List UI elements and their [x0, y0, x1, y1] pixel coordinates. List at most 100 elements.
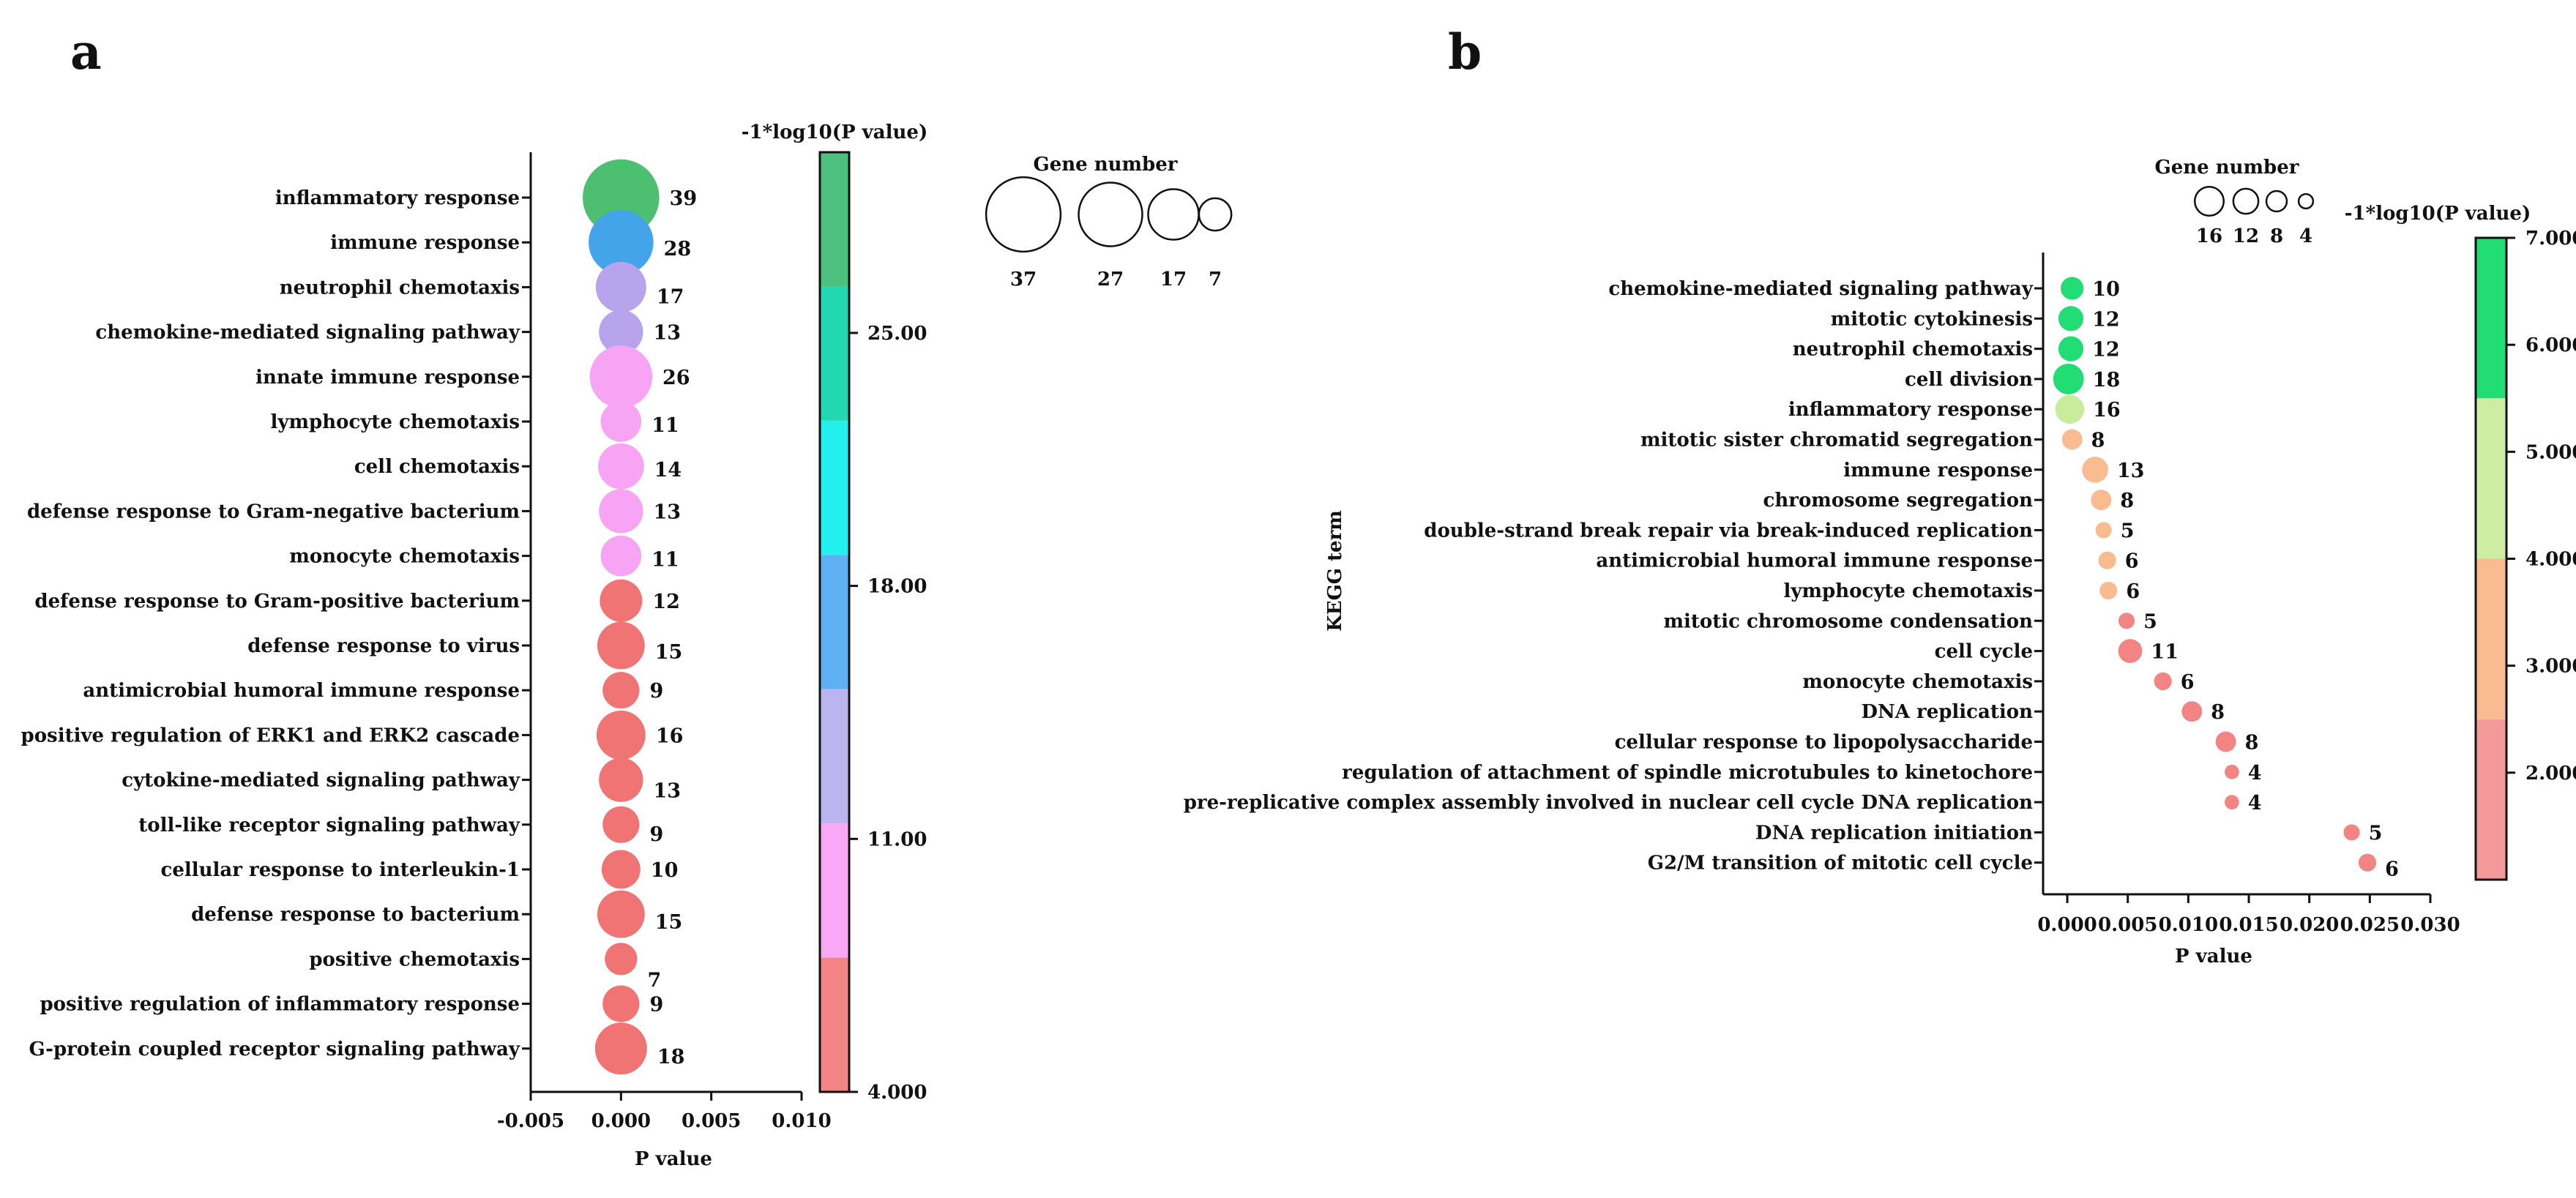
x-tick-label: 0.005 — [682, 1110, 741, 1132]
term-label: double-strand break repair via break-ind… — [1424, 520, 2033, 542]
bubble — [2343, 824, 2360, 841]
gene-count-label: 11 — [652, 414, 679, 437]
y-axis-title: KEGG term — [1324, 510, 1346, 632]
gene-count-label: 14 — [654, 459, 682, 482]
x-axis-title: P value — [635, 1148, 712, 1170]
gene-count-label: 12 — [652, 591, 680, 613]
bubble — [602, 806, 640, 843]
colorbar-frame — [818, 151, 851, 1093]
bubble — [2095, 522, 2112, 539]
bubble — [594, 1022, 647, 1075]
gene-count-label: 15 — [655, 911, 683, 934]
term-label: cell division — [1905, 369, 2033, 391]
size-legend-circle — [2232, 187, 2260, 215]
gene-count-label: 6 — [2181, 671, 2195, 694]
x-tick-label: 0.000 — [2037, 914, 2097, 936]
colorbar-tick-label: 11.00 — [867, 828, 927, 850]
colorbar-tick-label: 4.000 — [867, 1082, 927, 1104]
gene-count-label: 13 — [654, 501, 682, 523]
gene-count-label: 13 — [2117, 460, 2145, 482]
bubble — [598, 443, 644, 490]
x-tick-label: 0.005 — [2098, 914, 2157, 936]
colorbar-tick-label: 2.000 — [2525, 763, 2576, 785]
bubble — [2181, 701, 2203, 722]
term-label: lymphocyte chemotaxis — [1784, 580, 2033, 602]
term-label: innate immune response — [255, 367, 520, 389]
size-legend-label: 37 — [1010, 269, 1037, 291]
term-label: cell cycle — [1935, 641, 2033, 663]
bubble — [2058, 306, 2084, 332]
gene-count-label: 6 — [2126, 580, 2140, 603]
gene-count-label: 9 — [649, 994, 663, 1017]
bubble — [597, 890, 645, 938]
bubble — [602, 672, 640, 709]
gene-count-label: 16 — [2093, 399, 2121, 422]
term-label: lymphocyte chemotaxis — [271, 411, 520, 433]
bubble — [596, 710, 646, 760]
gene-count-label: 17 — [657, 285, 684, 308]
size-legend-title: Gene number — [2155, 157, 2299, 179]
bubble — [599, 489, 643, 534]
term-label: cell chemotaxis — [354, 456, 520, 478]
panel-b-bubble-chart: 0.000 0.005 0.010 0.015 0.020 0.025 0.030 P val… — [1184, 157, 2576, 967]
gene-count-label: 13 — [654, 780, 682, 803]
size-legend-circle — [1078, 181, 1143, 247]
bubble — [2215, 731, 2236, 752]
term-label: mitotic cytokinesis — [1831, 308, 2033, 330]
x-tick-label: 0.020 — [2280, 914, 2339, 936]
bubble — [601, 850, 641, 889]
term-label: defense response to virus — [247, 635, 520, 657]
term-label: antimicrobial humoral immune response — [83, 680, 520, 702]
bubble — [600, 535, 642, 577]
size-legend-circle — [985, 176, 1062, 253]
gene-count-label: 28 — [664, 238, 692, 261]
size-legend-label: 7 — [1209, 269, 1222, 291]
bubble — [600, 579, 643, 622]
term-label: toll-like receptor signaling pathway — [138, 815, 520, 836]
term-label: chromosome segregation — [1763, 490, 2034, 512]
gene-count-label: 13 — [654, 322, 682, 345]
colorbar-segment — [820, 152, 849, 287]
term-label: defense response to Gram-negative bacter… — [27, 501, 520, 523]
term-label: cytokine-mediated signaling pathway — [122, 770, 520, 792]
gene-count-label: 18 — [657, 1046, 685, 1068]
colorbar-segment — [820, 823, 849, 958]
colorbar-segment — [820, 286, 849, 421]
bubble — [2055, 394, 2085, 424]
bubble — [2099, 581, 2118, 600]
term-label: cellular response to lipopolysaccharide — [1615, 732, 2033, 754]
gene-count-label: 8 — [2120, 490, 2134, 512]
term-label: regulation of attachment of spindle micr… — [1342, 762, 2033, 784]
x-tick-label: 0.000 — [591, 1110, 651, 1132]
x-tick-label: 0.015 — [2219, 914, 2278, 936]
colorbar-segment — [2476, 719, 2506, 880]
size-legend-label: 17 — [1160, 269, 1187, 291]
term-label: defense response to bacterium — [191, 904, 520, 926]
term-label: DNA replication initiation — [1755, 822, 2033, 844]
term-label: cellular response to interleukin-1 — [161, 859, 520, 881]
size-legend-circle — [1198, 197, 1233, 232]
gene-count-label: 8 — [2211, 701, 2225, 724]
size-legend-label: 16 — [2196, 225, 2222, 247]
colorbar-segment — [820, 420, 849, 555]
bubble — [599, 757, 643, 802]
term-label: neutrophil chemotaxis — [280, 277, 520, 299]
term-label: monocyte chemotaxis — [289, 546, 520, 568]
bubble — [2082, 456, 2108, 483]
size-legend-label: 8 — [2270, 225, 2283, 247]
term-label: pre-replicative complex assembly involve… — [1184, 792, 2033, 814]
gene-count-label: 9 — [649, 823, 663, 846]
size-legend-circle — [2193, 185, 2225, 217]
x-tick-label: 0.010 — [772, 1110, 831, 1132]
term-label: G-protein coupled receptor signaling pat… — [29, 1038, 520, 1060]
size-legend-label: 4 — [2299, 225, 2312, 247]
panel-letter-b: b — [1448, 23, 1482, 81]
colorbar-title: -1*log10(P value) — [742, 121, 928, 143]
term-label: chemokine-mediated signaling pathway — [95, 322, 520, 344]
gene-count-label: 10 — [651, 859, 679, 882]
bubble — [2118, 613, 2135, 629]
colorbar-tick-label: 18.00 — [867, 576, 927, 598]
size-legend-circle — [1147, 188, 1200, 241]
bubble — [589, 209, 654, 275]
colorbar-tick-label: 25.00 — [867, 323, 927, 345]
